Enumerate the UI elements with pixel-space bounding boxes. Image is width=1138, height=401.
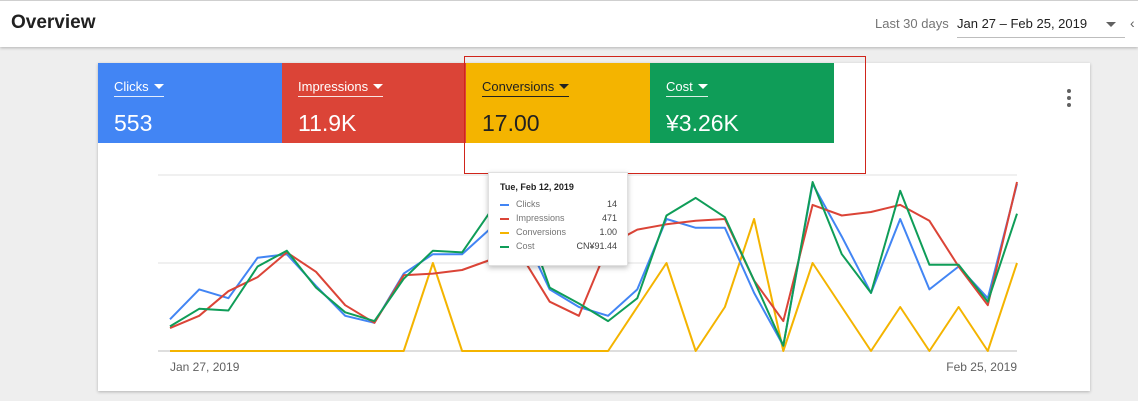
metric-value: 11.9K xyxy=(298,110,357,136)
dropdown-caret-icon xyxy=(373,84,384,89)
date-range-select[interactable]: Jan 27 – Feb 25, 2019 xyxy=(957,10,1125,38)
chevron-left-icon[interactable]: ‹ xyxy=(1130,15,1135,31)
tooltip-row-value: 14 xyxy=(606,199,617,209)
cost-swatch xyxy=(500,246,509,248)
metric-conversions[interactable]: Conversions 17.00 xyxy=(466,63,650,143)
dropdown-caret-icon xyxy=(1106,22,1116,27)
metric-label[interactable]: Cost xyxy=(666,79,708,97)
metric-label[interactable]: Clicks xyxy=(114,79,164,97)
x-axis-start-label: Jan 27, 2019 xyxy=(170,360,240,374)
metric-value: ¥3.26K xyxy=(666,110,739,136)
tooltip-row-value: 471 xyxy=(601,213,617,223)
metric-value: 553 xyxy=(114,110,153,136)
dropdown-caret-icon xyxy=(153,84,164,89)
tooltip-row-name: Conversions xyxy=(516,227,567,237)
clicks-swatch xyxy=(500,204,509,206)
tooltip-row-impressions: Impressions 471 xyxy=(500,213,617,225)
metric-cost[interactable]: Cost ¥3.26K xyxy=(650,63,834,143)
series-line-impressions xyxy=(169,181,1018,330)
tooltip-row-name: Impressions xyxy=(516,213,565,223)
top-bar: Overview Last 30 days Jan 27 – Feb 25, 2… xyxy=(0,0,1138,47)
dropdown-caret-icon xyxy=(697,84,708,89)
date-range-label: Last 30 days xyxy=(875,16,949,31)
series-line-cost xyxy=(169,181,1018,347)
tooltip-row-name: Cost xyxy=(516,241,535,251)
impressions-swatch xyxy=(500,218,509,220)
metric-impressions[interactable]: Impressions 11.9K xyxy=(282,63,466,143)
tooltip-row-cost: Cost CN¥91.44 xyxy=(500,241,617,253)
tooltip-date: Tue, Feb 12, 2019 xyxy=(500,182,574,192)
page-title: Overview xyxy=(11,12,96,33)
tooltip-row-value: 1.00 xyxy=(599,227,617,237)
dropdown-caret-icon xyxy=(559,84,570,89)
chart-tooltip: Tue, Feb 12, 2019 Clicks 14 Impressions … xyxy=(488,172,628,266)
series-line-conversions xyxy=(170,218,1018,352)
chart-series xyxy=(169,181,1018,352)
tooltip-row-conversions: Conversions 1.00 xyxy=(500,227,617,239)
metric-clicks[interactable]: Clicks 553 xyxy=(98,63,282,143)
conversions-swatch xyxy=(500,232,509,234)
tooltip-row-clicks: Clicks 14 xyxy=(500,199,617,211)
overview-card: Clicks 553 Impressions 11.9K Conversions… xyxy=(98,63,1090,391)
metric-value: 17.00 xyxy=(482,110,540,136)
more-vert-icon[interactable] xyxy=(1064,89,1074,109)
tooltip-row-name: Clicks xyxy=(516,199,540,209)
date-range-value: Jan 27 – Feb 25, 2019 xyxy=(957,16,1088,31)
metric-label[interactable]: Conversions xyxy=(482,79,570,97)
metric-label[interactable]: Impressions xyxy=(298,79,384,97)
x-axis-end-label: Feb 25, 2019 xyxy=(946,360,1017,374)
tooltip-row-value: CN¥91.44 xyxy=(576,241,617,251)
